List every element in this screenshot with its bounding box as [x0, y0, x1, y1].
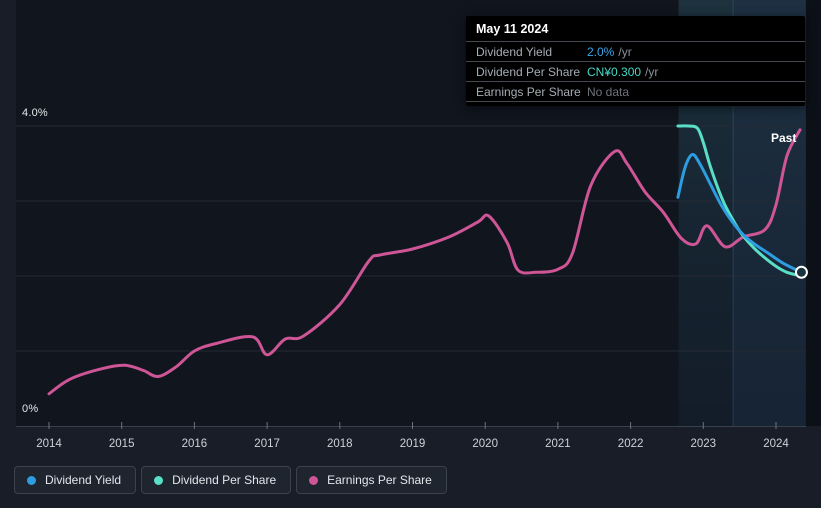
tooltip-unit: /yr — [645, 65, 659, 79]
x-axis-tick-label: 2017 — [254, 438, 280, 450]
x-axis-tick-label: 2021 — [545, 438, 571, 450]
legend-item-dividend-per-share[interactable]: Dividend Per Share — [141, 466, 292, 494]
tooltip-unit: /yr — [618, 45, 632, 59]
tooltip-row-dividend-yield: Dividend Yield 2.0% /yr — [466, 41, 805, 61]
legend-label: Dividend Yield — [45, 473, 122, 487]
legend-item-earnings-per-share[interactable]: Earnings Per Share — [296, 466, 447, 494]
x-axis-tick-label: 2016 — [182, 438, 208, 450]
legend-label: Earnings Per Share — [327, 473, 432, 487]
dividend-yield-dot-icon — [27, 475, 36, 485]
x-axis-tick-label: 2020 — [472, 438, 498, 450]
past-region-label: Past — [771, 131, 797, 145]
series-line-dividend-per-share — [676, 124, 803, 278]
tooltip-date: May 11 2024 — [476, 22, 549, 36]
earnings-per-share-dot-icon — [309, 475, 319, 485]
x-axis-tick-label: 2022 — [618, 438, 644, 450]
legend-label: Dividend Per Share — [172, 473, 277, 487]
x-axis-tick-label: 2024 — [763, 438, 789, 450]
x-axis-tick-label: 2019 — [400, 438, 426, 450]
series-line-dividend-yield — [676, 152, 803, 274]
dividend-per-share-dot-icon — [154, 475, 164, 485]
y-axis-label-max: 4.0% — [22, 107, 48, 119]
tooltip-row-dividend-per-share: Dividend Per Share CN¥0.300 /yr — [466, 61, 805, 81]
tooltip-label: Dividend Per Share — [476, 65, 581, 79]
x-axis-tick-label: 2015 — [109, 438, 135, 450]
tooltip-value: CN¥0.300 — [587, 65, 642, 79]
chart-tooltip: May 11 2024 Dividend Yield 2.0% /yr Divi… — [466, 16, 805, 106]
legend-item-dividend-yield[interactable]: Dividend Yield — [14, 466, 137, 494]
tooltip-label: Dividend Yield — [476, 45, 553, 59]
tooltip-value: 2.0% — [587, 45, 615, 59]
y-axis-label-min: 0% — [22, 403, 39, 415]
x-axis-tick-label: 2018 — [327, 438, 353, 450]
chart-legend: Dividend Yield Dividend Per Share Earnin… — [14, 466, 447, 494]
tooltip-label: Earnings Per Share — [476, 85, 581, 99]
tooltip-row-earnings-per-share: Earnings Per Share No data — [466, 81, 805, 102]
x-axis-tick-label: 2014 — [36, 438, 62, 450]
series-line-earnings-per-share — [47, 128, 802, 396]
future-edge-strip — [806, 0, 821, 426]
tooltip-value: No data — [587, 85, 630, 99]
current-value-marker[interactable] — [794, 265, 808, 279]
x-axis-tick-label: 2023 — [691, 438, 717, 450]
